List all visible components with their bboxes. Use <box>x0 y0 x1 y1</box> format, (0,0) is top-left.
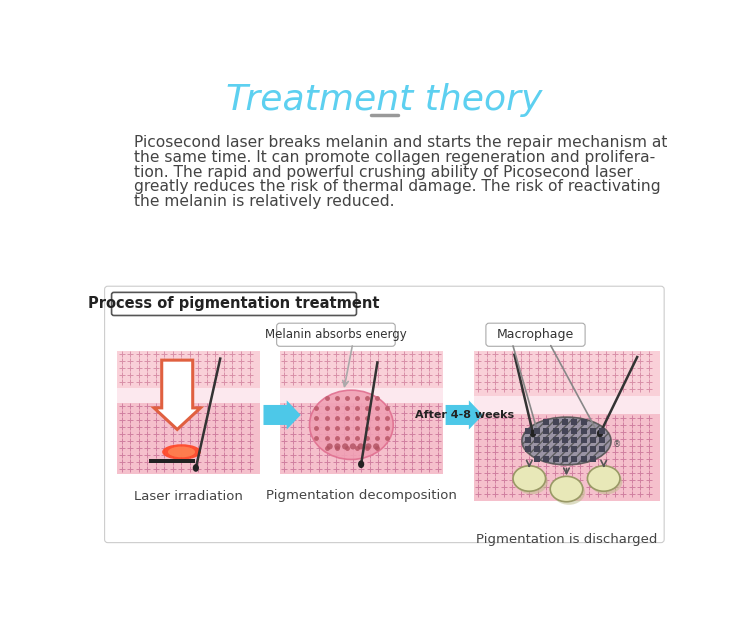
Bar <box>280 351 442 388</box>
Circle shape <box>326 443 333 450</box>
Ellipse shape <box>358 460 364 468</box>
Polygon shape <box>154 360 200 429</box>
Ellipse shape <box>590 469 622 494</box>
FancyBboxPatch shape <box>104 286 664 542</box>
Bar <box>473 396 659 414</box>
Bar <box>117 388 260 403</box>
Text: Pigmentation is discharged: Pigmentation is discharged <box>476 534 657 546</box>
Text: ®: ® <box>613 440 621 450</box>
Bar <box>117 351 260 388</box>
Text: the same time. It can promote collagen regeneration and prolifera-: the same time. It can promote collagen r… <box>134 150 656 165</box>
Ellipse shape <box>522 417 611 465</box>
Text: Laser irradiation: Laser irradiation <box>134 490 243 502</box>
FancyBboxPatch shape <box>277 323 395 346</box>
Text: greatly reduces the risk of thermal damage. The risk of reactivating: greatly reduces the risk of thermal dama… <box>134 179 661 194</box>
Circle shape <box>373 443 380 450</box>
Ellipse shape <box>587 466 620 491</box>
FancyBboxPatch shape <box>486 323 585 346</box>
Ellipse shape <box>513 466 545 491</box>
Circle shape <box>358 443 364 450</box>
Ellipse shape <box>553 480 585 505</box>
Bar <box>280 403 442 474</box>
Ellipse shape <box>168 446 195 457</box>
Ellipse shape <box>597 429 603 438</box>
FancyArrow shape <box>263 400 301 429</box>
Text: Melanin absorbs energy: Melanin absorbs energy <box>265 328 407 341</box>
Circle shape <box>342 443 348 450</box>
Text: Process of pigmentation treatment: Process of pigmentation treatment <box>88 297 380 312</box>
FancyArrow shape <box>446 400 483 429</box>
Ellipse shape <box>162 444 201 460</box>
Text: Macrophage: Macrophage <box>496 328 574 341</box>
Ellipse shape <box>310 390 393 460</box>
Bar <box>148 460 195 463</box>
Circle shape <box>365 443 371 450</box>
Text: tion. The rapid and powerful crushing ability of Picosecond laser: tion. The rapid and powerful crushing ab… <box>134 164 633 179</box>
Ellipse shape <box>530 429 536 438</box>
Bar <box>473 414 659 501</box>
Text: After 4-8 weeks: After 4-8 weeks <box>415 410 514 420</box>
Ellipse shape <box>193 464 199 472</box>
Ellipse shape <box>515 469 548 494</box>
Text: Pigmentation decomposition: Pigmentation decomposition <box>266 490 457 502</box>
Circle shape <box>334 443 340 450</box>
Bar <box>473 351 659 396</box>
Circle shape <box>350 443 356 450</box>
Text: Picosecond laser breaks melanin and starts the repair mechanism at: Picosecond laser breaks melanin and star… <box>134 135 668 150</box>
Text: the melanin is relatively reduced.: the melanin is relatively reduced. <box>134 194 394 209</box>
Ellipse shape <box>550 477 583 502</box>
Text: Treatment theory: Treatment theory <box>226 83 542 117</box>
Bar <box>280 388 442 403</box>
Bar <box>117 403 260 474</box>
FancyBboxPatch shape <box>112 292 356 315</box>
